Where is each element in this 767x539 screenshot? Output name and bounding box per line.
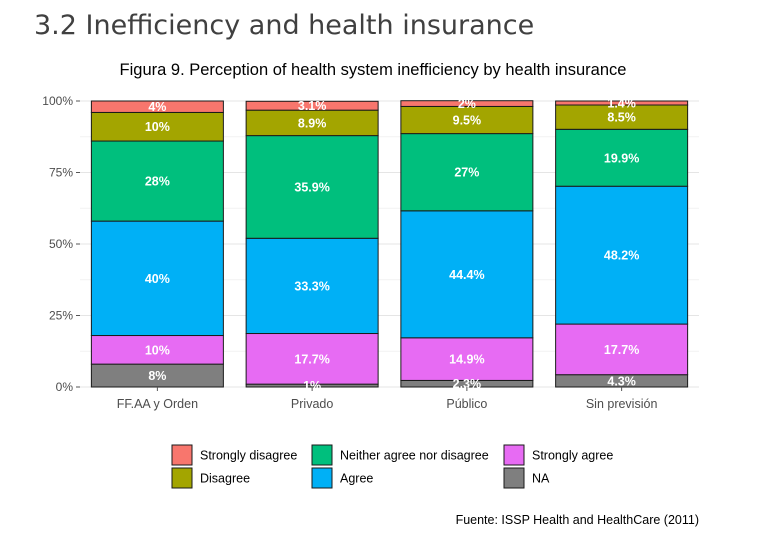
bar-segment — [555, 185, 689, 325]
y-axis: 0% 25% 50% 75% 100% — [42, 94, 80, 394]
bar-segment — [400, 105, 534, 135]
bar-segment — [245, 333, 379, 385]
legend-swatch — [171, 467, 193, 489]
data-label: 4% — [148, 100, 166, 114]
data-label: 14.9% — [449, 353, 484, 367]
legend-label: Neither agree nor disagree — [340, 449, 489, 463]
legend-swatch — [311, 467, 333, 489]
data-label: 8.5% — [607, 111, 636, 125]
data-label: 28% — [145, 175, 170, 189]
x-tick-label: Público — [446, 397, 487, 411]
bar-segment — [400, 133, 534, 212]
data-label: 2% — [458, 97, 476, 111]
chart-title: Figura 9. Perception of health system in… — [120, 61, 627, 79]
bar-segment — [90, 100, 224, 113]
data-label: 35.9% — [294, 180, 329, 194]
bars — [90, 100, 689, 388]
bar-segment — [555, 104, 689, 130]
y-tick-label: 25% — [49, 309, 73, 323]
data-label: 10% — [145, 120, 170, 134]
section-title: 3.2 Inefficiency and health insurance — [34, 10, 535, 41]
legend-label: Strongly agree — [532, 449, 613, 463]
bar-segment — [245, 237, 379, 335]
legend: Strongly disagree Neither agree nor disag… — [171, 444, 613, 489]
bar-segment — [400, 210, 534, 339]
legend-label: Strongly disagree — [200, 449, 297, 463]
data-label: 40% — [145, 272, 170, 286]
bar-segment — [245, 135, 379, 239]
data-label: 9.5% — [453, 114, 482, 128]
stacked-bar-chart: Figura 9. Perception of health system in… — [42, 61, 699, 489]
bar-segment — [400, 337, 534, 381]
y-tick-label: 50% — [49, 237, 73, 251]
bar-segment — [245, 109, 379, 137]
data-label: 3.1% — [298, 99, 327, 113]
legend-label: NA — [532, 472, 550, 486]
legend-label: Disagree — [200, 472, 250, 486]
bar-segment — [555, 128, 689, 187]
x-tick-label: FF.AA y Orden — [117, 397, 198, 411]
data-label: 8% — [148, 369, 166, 383]
bar-segment — [90, 220, 224, 337]
x-axis: FF.AA y Orden Privado Público Sin previsión — [117, 387, 658, 411]
y-tick-label: 100% — [42, 94, 73, 108]
data-label: 10% — [145, 343, 170, 357]
x-tick-label: Sin previsión — [586, 397, 658, 411]
data-label: 4.3% — [607, 374, 636, 388]
bar-segment — [400, 100, 534, 107]
legend-swatch — [503, 444, 525, 466]
data-label: 17.7% — [604, 343, 639, 357]
data-label: 1% — [303, 379, 321, 393]
data-label: 44.4% — [449, 268, 484, 282]
data-label: 19.9% — [604, 151, 639, 165]
data-label: 8.9% — [298, 116, 327, 130]
data-labels: 8% 10% 40% 28% 10% 4% 1% 17.7% 33.3% 35.9% 8.9% 3.1… — [145, 97, 639, 394]
y-tick-label: 75% — [49, 166, 73, 180]
bar-segment — [245, 100, 379, 111]
x-tick-label: Privado — [291, 397, 333, 411]
data-label: 17.7% — [294, 352, 329, 366]
legend-swatch — [503, 467, 525, 489]
data-label: 1.4% — [607, 97, 636, 111]
y-tick-label: 0% — [56, 380, 74, 394]
bar-segment — [555, 323, 689, 376]
data-label: 27% — [454, 166, 479, 180]
data-label: 2.3% — [453, 377, 482, 391]
legend-swatch — [311, 444, 333, 466]
bar-segment — [555, 100, 689, 106]
data-label: 48.2% — [604, 249, 639, 263]
legend-swatch — [171, 444, 193, 466]
legend-label: Agree — [340, 472, 373, 486]
source-note: Fuente: ISSP Health and HealthCare (2011… — [455, 513, 699, 527]
data-label: 33.3% — [294, 279, 329, 293]
